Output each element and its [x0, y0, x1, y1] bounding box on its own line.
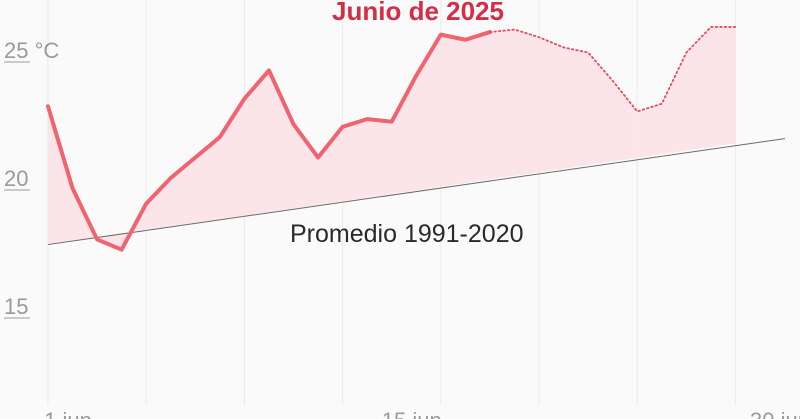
above-average-area: [48, 26, 736, 250]
chart-title: Junio de 2025: [332, 0, 504, 26]
x-axis: 1 jun 15 jun 30 jun: [44, 408, 800, 419]
y-axis: 25 °C 20 15: [4, 38, 59, 319]
x-tick-label-15: 15 jun: [382, 408, 442, 419]
y-tick-label-15: 15: [4, 294, 28, 319]
average-label: Promedio 1991-2020: [290, 220, 524, 248]
y-tick-label-25: 25 °C: [4, 38, 59, 63]
average-line: [47, 138, 786, 246]
area-layer: [48, 26, 736, 250]
y-tick-label-20: 20: [4, 166, 28, 191]
series-layer: [46, 26, 737, 252]
x-tick-label-30: 30 jun: [750, 408, 800, 419]
x-tick-label-1: 1 jun: [44, 408, 92, 419]
